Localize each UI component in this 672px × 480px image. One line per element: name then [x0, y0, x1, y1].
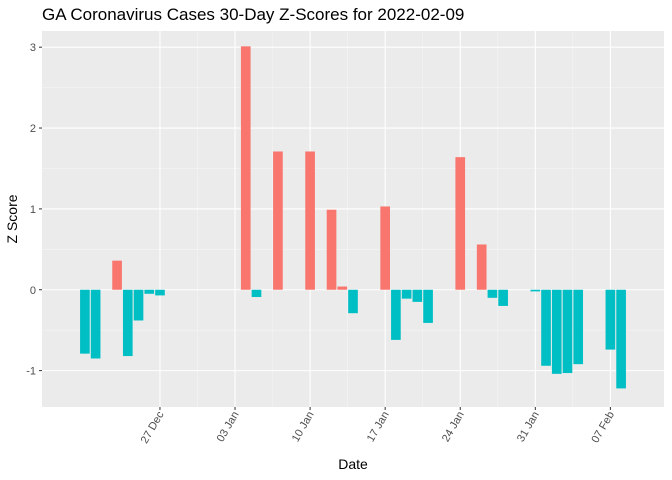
- bar: [80, 289, 90, 354]
- y-tick-label: 0: [30, 285, 36, 297]
- bar: [122, 289, 133, 357]
- bar: [423, 289, 433, 323]
- bar: [616, 289, 626, 389]
- bar: [144, 289, 155, 294]
- bar: [551, 289, 562, 374]
- bar: [498, 289, 508, 306]
- y-tick-label: 2: [30, 123, 36, 135]
- bar: [541, 289, 551, 366]
- bar: [90, 289, 101, 359]
- bar: [487, 289, 498, 298]
- bar: [133, 289, 144, 321]
- bar: [605, 289, 616, 350]
- bar: [476, 244, 487, 290]
- bar: [412, 289, 423, 302]
- bar: [240, 46, 251, 290]
- bar: [401, 289, 412, 299]
- bar: [530, 289, 541, 292]
- x-tick-label: 03 Jan: [215, 410, 242, 445]
- bar: [251, 289, 262, 298]
- x-tick-label: 24 Jan: [440, 410, 467, 445]
- x-tick-label: 17 Jan: [365, 410, 392, 445]
- bar: [155, 289, 165, 296]
- bar: [337, 286, 348, 290]
- x-axis-title: Date: [338, 456, 368, 472]
- y-axis-ticks: -1 0 1 2 3: [26, 42, 42, 378]
- bar: [562, 289, 573, 374]
- x-tick-label: 27 Dec: [139, 409, 167, 446]
- x-tick-label: 31 Jan: [515, 410, 542, 445]
- bar: [455, 157, 466, 290]
- bar: [326, 209, 337, 290]
- bar: [112, 260, 122, 290]
- x-tick-label: 07 Feb: [589, 410, 617, 446]
- bar: [273, 151, 283, 290]
- bar: [348, 289, 358, 314]
- chart-title: GA Coronavirus Cases 30-Day Z-Scores for…: [42, 5, 465, 24]
- bar: [573, 289, 584, 365]
- x-axis-ticks: 27 Dec 03 Jan 10 Jan 17 Jan 24 Jan 31 Jan 07 F…: [139, 407, 617, 446]
- y-tick-label: -1: [26, 366, 36, 378]
- bar: [305, 151, 315, 290]
- bar: [391, 289, 401, 340]
- y-tick-label: 1: [30, 204, 36, 216]
- bars: [80, 46, 626, 389]
- y-tick-label: 3: [30, 42, 36, 54]
- bar: [380, 206, 390, 290]
- y-axis-title: Z Score: [4, 194, 20, 243]
- x-tick-label: 10 Jan: [290, 410, 317, 445]
